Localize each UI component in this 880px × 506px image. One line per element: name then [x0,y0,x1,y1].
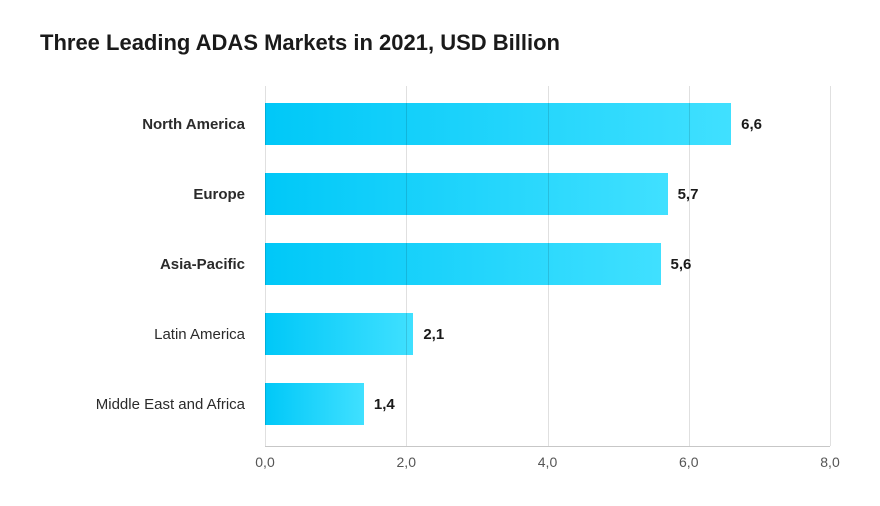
bar [265,383,364,425]
category-label: Latin America [40,326,265,343]
axis-spacer [40,446,265,476]
category-label: Europe [40,186,265,203]
bar [265,243,661,285]
x-tick-label: 6,0 [679,454,698,470]
bar [265,173,668,215]
x-tick-label: 4,0 [538,454,557,470]
gridline [406,86,407,446]
bar [265,103,731,145]
category-label: Middle East and Africa [40,396,265,413]
bar-row: North America 6,6 [40,96,830,152]
x-tick-label: 0,0 [255,454,274,470]
bar-row: Europe 5,7 [40,166,830,222]
axis-zone: 0,0 2,0 4,0 6,0 8,0 [265,446,830,476]
bar-value: 1,4 [374,396,395,413]
bar-value: 6,6 [741,116,762,133]
gridline [265,86,266,446]
bar-row: Middle East and Africa 1,4 [40,376,830,432]
chart-area: North America 6,6 Europe 5,7 Asia-Pacifi… [40,96,830,476]
bar-row: Asia-Pacific 5,6 [40,236,830,292]
chart-title: Three Leading ADAS Markets in 2021, USD … [40,30,830,56]
gridline [548,86,549,446]
x-axis: 0,0 2,0 4,0 6,0 8,0 [40,446,830,476]
gridline [830,86,831,446]
axis-baseline [265,446,830,447]
category-label: North America [40,116,265,133]
bar-row: Latin America 2,1 [40,306,830,362]
bar [265,313,413,355]
category-label: Asia-Pacific [40,256,265,273]
x-tick-label: 8,0 [820,454,839,470]
x-tick-label: 2,0 [397,454,416,470]
gridline [689,86,690,446]
bar-value: 2,1 [423,326,444,343]
